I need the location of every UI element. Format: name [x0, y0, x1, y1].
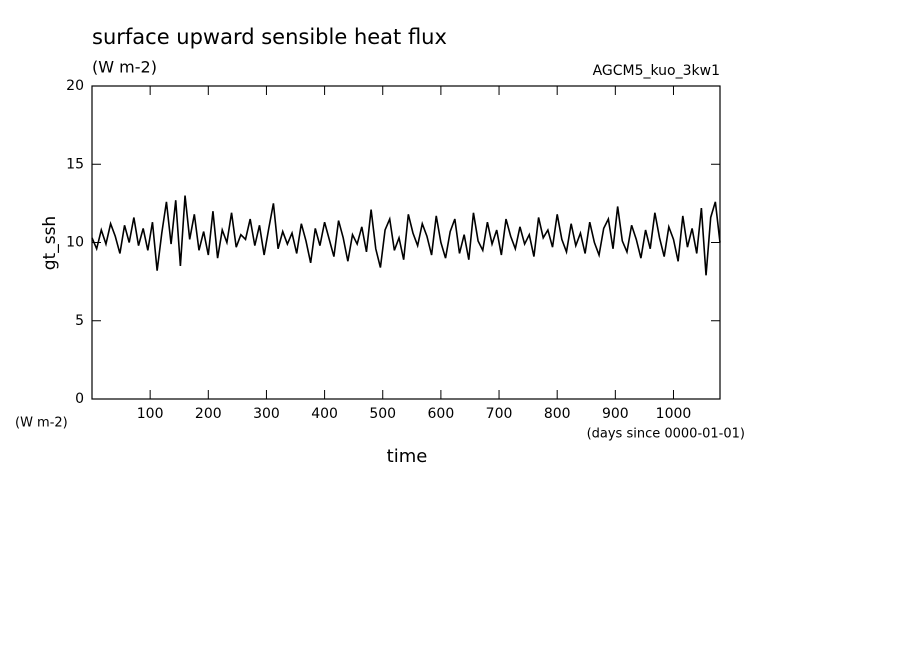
chart-subtitle: (W m-2)	[92, 58, 157, 77]
x-tick-label: 800	[544, 406, 571, 422]
x-tick-label: 100	[137, 406, 164, 422]
x-axis-units: (days since 0000-01-01)	[587, 427, 745, 442]
y-axis-label: gt_ssh	[40, 216, 60, 270]
x-tick-label: 1000	[656, 406, 692, 422]
data-line	[91, 195, 721, 276]
x-tick-label: 500	[369, 406, 396, 422]
y-axis-units: (W m-2)	[15, 416, 68, 431]
annotation: AGCM5_kuo_3kw1	[593, 63, 720, 79]
y-tick-label: 20	[66, 78, 84, 94]
x-tick-label: 300	[253, 406, 280, 422]
y-tick-label: 5	[75, 313, 84, 329]
y-tick-label: 15	[66, 156, 84, 172]
x-tick-label: 600	[428, 406, 455, 422]
x-tick-label: 200	[195, 406, 222, 422]
y-tick-label: 0	[75, 391, 84, 407]
x-tick-label: 700	[486, 406, 513, 422]
x-tick-label: 900	[602, 406, 629, 422]
x-tick-label: 400	[311, 406, 338, 422]
y-tick-label: 10	[66, 235, 84, 251]
x-axis-label: time	[387, 446, 428, 467]
chart-title: surface upward sensible heat flux	[92, 25, 447, 49]
